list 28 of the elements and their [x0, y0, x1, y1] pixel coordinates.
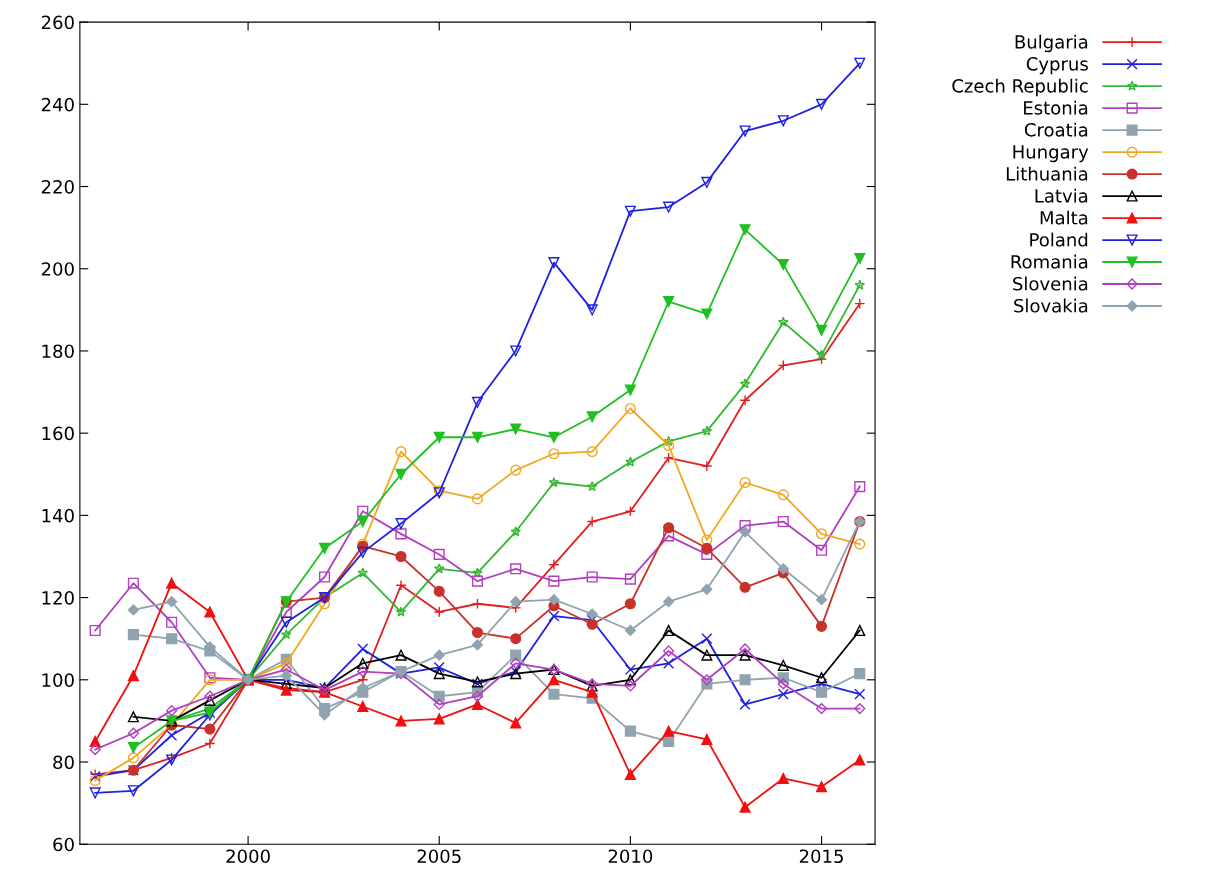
legend-label: Hungary — [1013, 145, 1089, 163]
legend-label: Slovenia — [1013, 276, 1088, 291]
legend-label: Lithuania — [1006, 166, 1088, 181]
y-tick-label: 260 — [41, 15, 74, 30]
y-tick-label: 160 — [42, 426, 74, 441]
y-tick-label: 120 — [42, 591, 74, 605]
y-tick-label: 240 — [41, 97, 74, 112]
y-tick-label: 220 — [41, 179, 74, 194]
x-tick-label: 2010 — [608, 849, 653, 864]
y-tick-label: 180 — [42, 344, 74, 359]
y-tick-label: 60 — [53, 837, 74, 852]
legend-label: Estonia — [1024, 100, 1088, 115]
legend-label: Slovakia — [1014, 298, 1088, 313]
y-tick-label: 80 — [53, 755, 74, 770]
y-tick-label: 100 — [42, 673, 74, 687]
x-tick-label: 2015 — [799, 849, 843, 864]
x-tick-label: 2005 — [417, 849, 461, 864]
y-tick-label: 200 — [41, 262, 74, 276]
legend-label: Malta — [1040, 210, 1088, 225]
legend-label: Croatia — [1024, 122, 1088, 137]
legend-label: Poland — [1030, 232, 1088, 247]
y-tick-label: 140 — [42, 508, 74, 523]
x-tick-label: 2000 — [226, 849, 270, 864]
legend-label: Latvia — [1035, 188, 1088, 203]
legend-label: Bulgaria — [1015, 34, 1088, 53]
legend-label: Romania — [1011, 254, 1088, 269]
legend-label: Czech Republic — [952, 78, 1088, 97]
legend-label: Cyprus — [1026, 57, 1088, 75]
